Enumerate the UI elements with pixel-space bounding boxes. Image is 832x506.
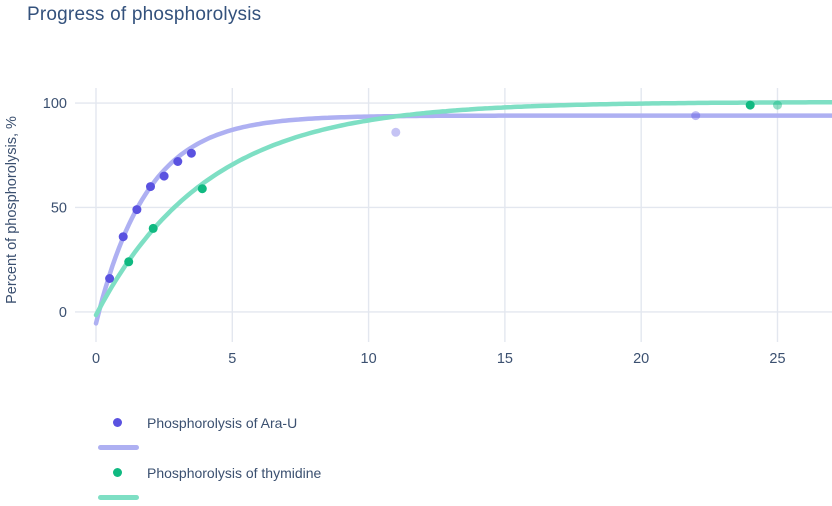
data-point-ara-u[interactable] (118, 232, 128, 242)
y-tick-label-100: 100 (43, 96, 67, 112)
x-tick-label-10: 10 (361, 351, 377, 367)
x-tick-label-20: 20 (633, 351, 649, 367)
data-point-thymidine[interactable] (148, 223, 158, 233)
data-point-thymidine[interactable] (745, 100, 755, 110)
legend-line-swatch-ara-u (98, 445, 139, 450)
legend-label-ara-u: Phosphorolysis of Ara-U (147, 414, 298, 431)
data-point-thymidine[interactable] (773, 100, 782, 110)
legend-marker-dot-thymidine (113, 468, 122, 477)
data-point-ara-u[interactable] (159, 171, 169, 181)
x-tick-label-25: 25 (769, 351, 785, 367)
x-tick-label-15: 15 (497, 351, 513, 367)
data-point-ara-u[interactable] (391, 127, 401, 137)
legend-marker-dot-ara-u (113, 418, 122, 427)
data-point-ara-u[interactable] (105, 274, 115, 283)
curve-ara-u (93, 113, 832, 326)
chart-canvas[interactable]: 0 5 10 15 20 25 0 50 100 Percent of phosphorolysi… (0, 0, 832, 380)
data-point-ara-u[interactable] (691, 111, 701, 121)
data-point-ara-u[interactable] (132, 205, 142, 215)
chart-title: Progress of phosphorolysis (27, 4, 262, 25)
y-tick-label-50: 50 (51, 200, 67, 216)
curve-thymidine (93, 100, 832, 318)
data-point-ara-u[interactable] (146, 182, 155, 192)
legend-item-thymidine-markers[interactable]: Phosphorolysis of thymidine (98, 460, 398, 485)
data-point-thymidine[interactable] (124, 257, 134, 267)
legend-line-swatch-thymidine (98, 495, 139, 500)
data-point-ara-u[interactable] (186, 148, 196, 158)
x-tick-label-0: 0 (92, 351, 100, 367)
legend-item-thymidine-line[interactable] (98, 485, 398, 506)
data-point-ara-u[interactable] (173, 157, 183, 166)
legend-label-thymidine: Phosphorolysis of thymidine (147, 464, 322, 481)
legend: Phosphorolysis of Ara-U Phosphorolysis o… (98, 410, 398, 506)
x-tick-label-5: 5 (228, 351, 236, 367)
y-axis-label: Percent of phosphorolysis, % (4, 116, 20, 304)
legend-item-ara-u-markers[interactable]: Phosphorolysis of Ara-U (98, 410, 398, 435)
legend-item-ara-u-line[interactable] (98, 435, 398, 460)
data-point-thymidine[interactable] (197, 184, 207, 194)
y-tick-label-0: 0 (59, 305, 67, 321)
